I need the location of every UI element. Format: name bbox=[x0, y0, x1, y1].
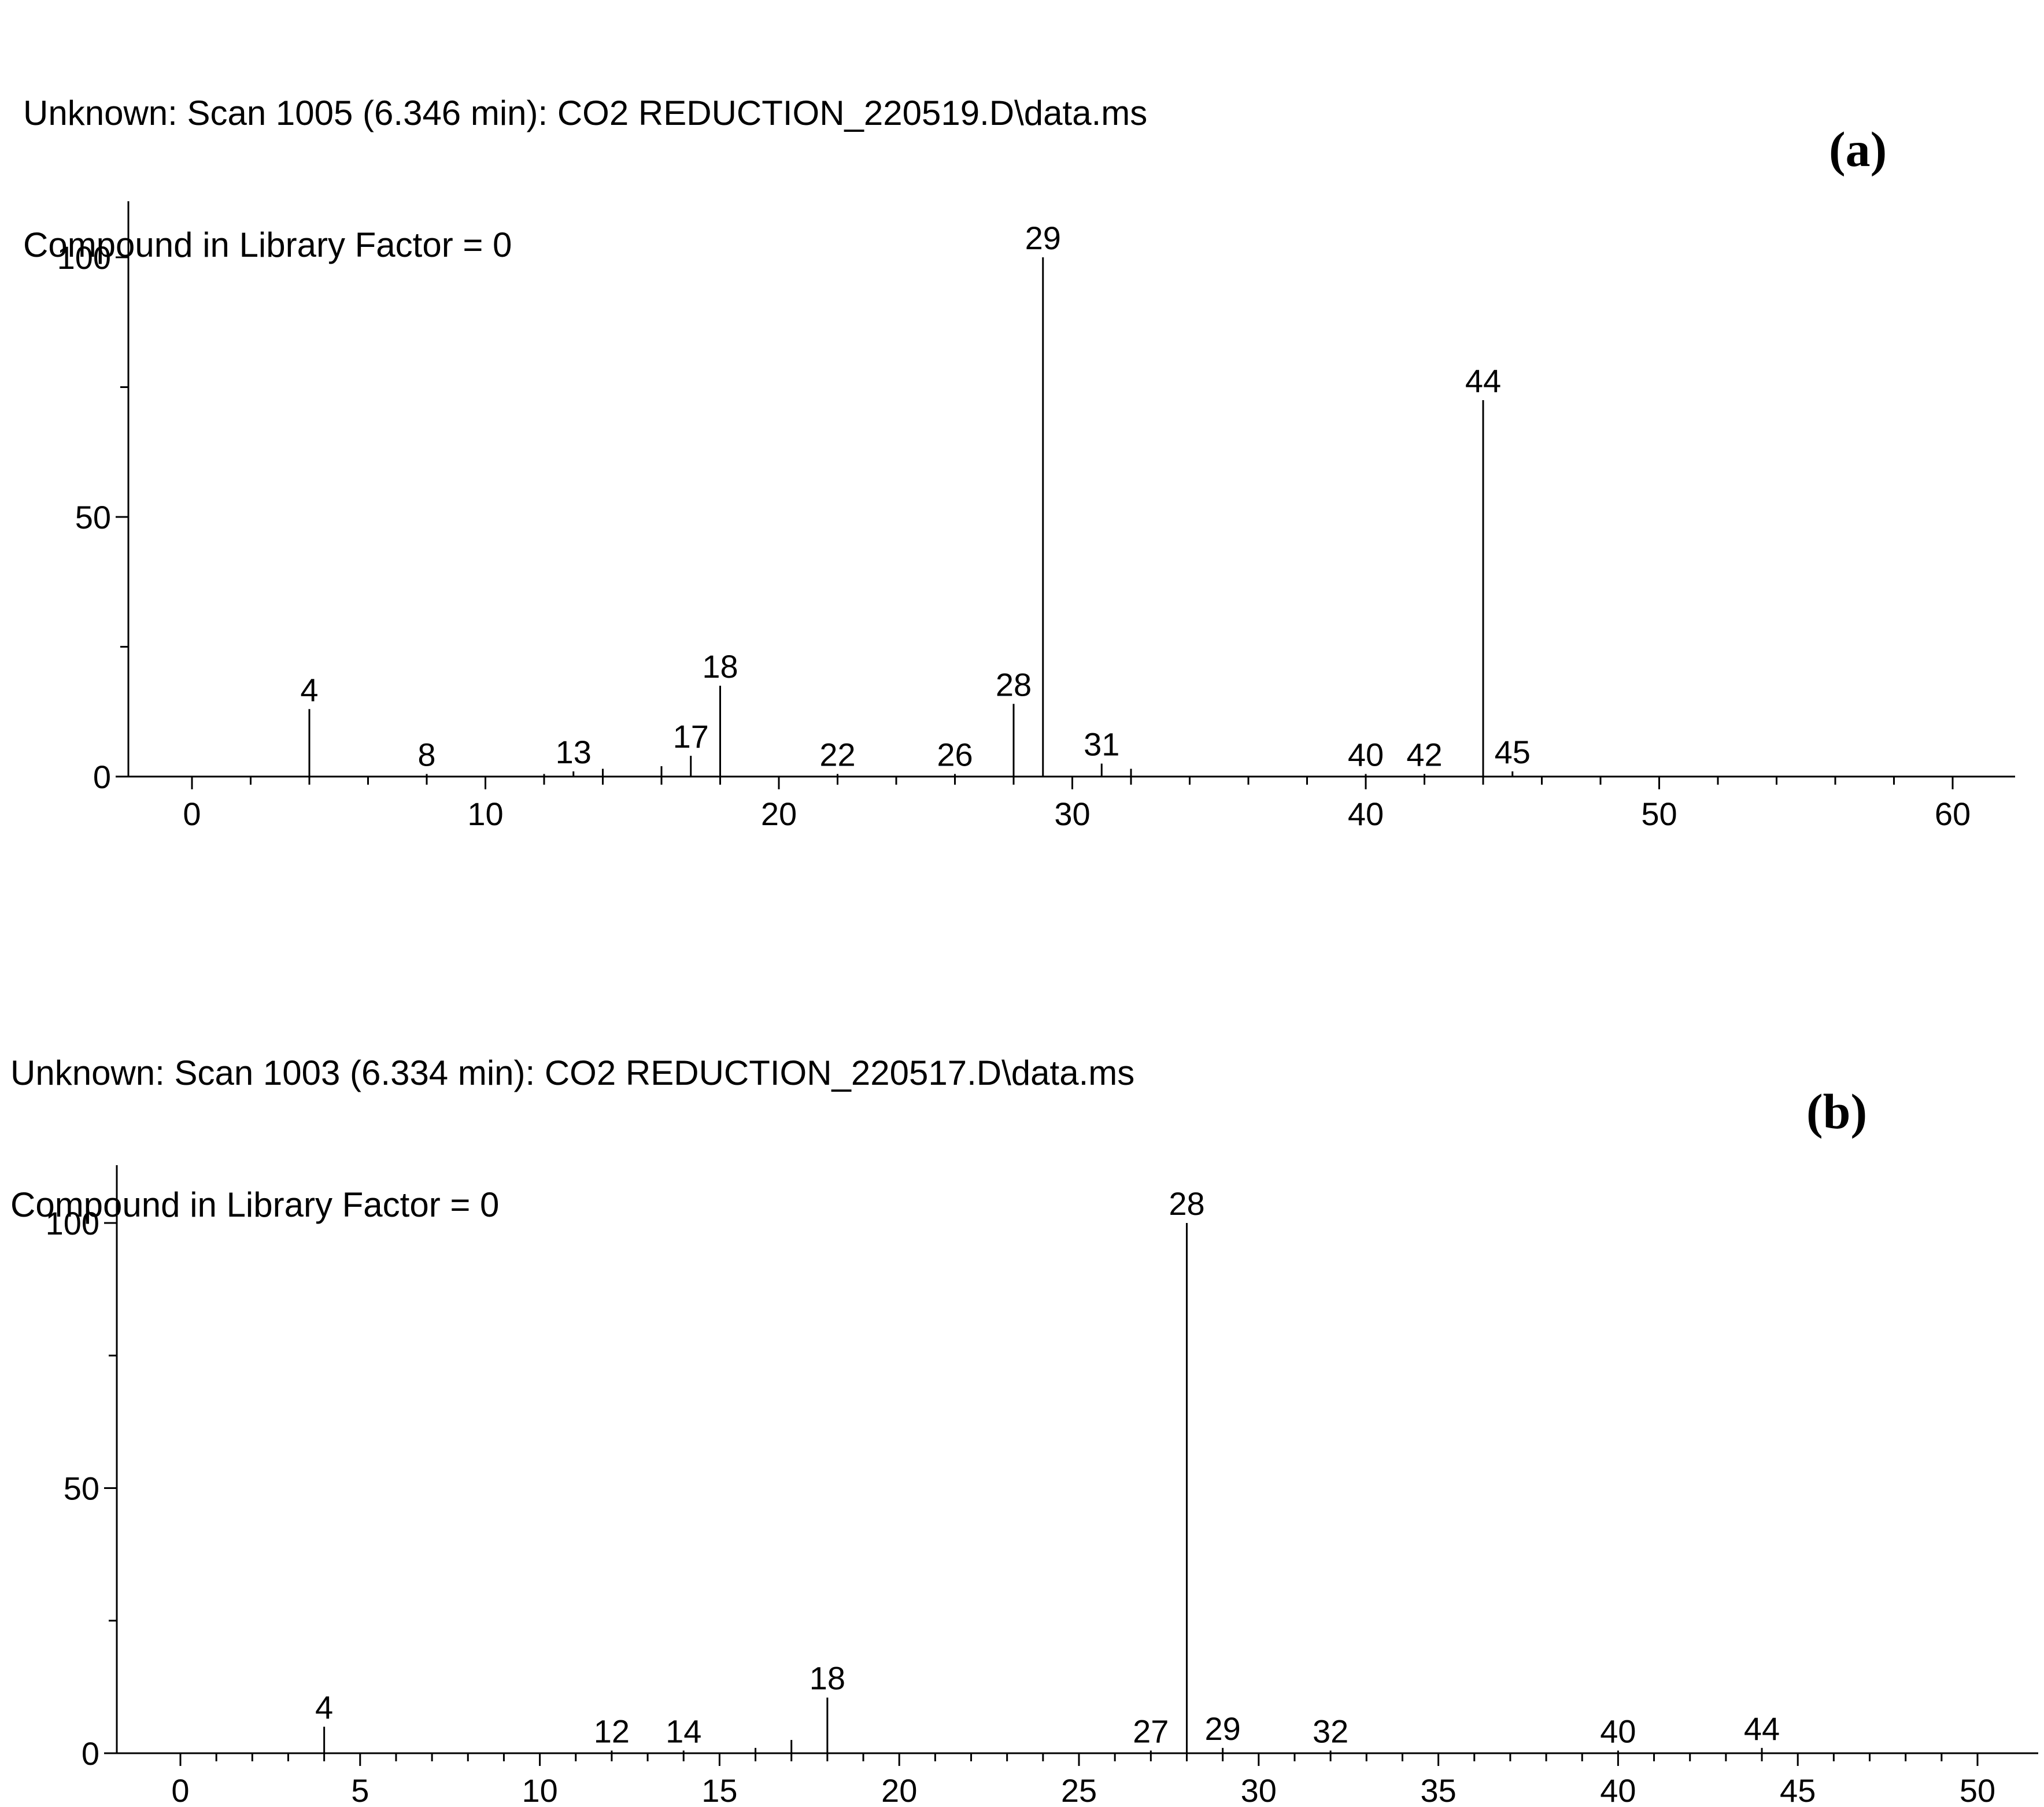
peak-label-b-32: 32 bbox=[1313, 1713, 1348, 1749]
x-tick-label-b: 0 bbox=[171, 1772, 189, 1807]
peak-label-b-40: 40 bbox=[1600, 1713, 1636, 1749]
peak-label-b-44: 44 bbox=[1744, 1710, 1780, 1747]
peak-label-b-4: 4 bbox=[315, 1689, 333, 1725]
library-factor-b: Compound in Library Factor = 0 bbox=[10, 1185, 500, 1224]
peak-label-b-12: 12 bbox=[594, 1713, 630, 1749]
header-b: Unknown: Scan 1003 (6.334 min): CO2 REDU… bbox=[10, 963, 1134, 1271]
panel-label-b-close: ) bbox=[1850, 1084, 1868, 1139]
y-tick-label-a: 100 bbox=[57, 239, 111, 276]
panel-label-b-letter: b bbox=[1823, 1084, 1851, 1139]
x-tick-label-a: 60 bbox=[1935, 796, 1971, 832]
panel-label-b-open: ( bbox=[1806, 1084, 1823, 1139]
y-tick-label-a: 50 bbox=[75, 499, 111, 535]
panel-label-a-letter: a bbox=[1845, 121, 1871, 177]
peak-label-a-4: 4 bbox=[300, 671, 318, 708]
y-tick-label-b: 50 bbox=[64, 1470, 99, 1507]
peak-label-a-28: 28 bbox=[996, 666, 1032, 703]
x-tick-label-b: 25 bbox=[1061, 1772, 1097, 1807]
y-tick-label-b: 0 bbox=[82, 1735, 99, 1772]
peak-label-a-26: 26 bbox=[937, 737, 973, 773]
peak-label-a-18: 18 bbox=[702, 648, 738, 685]
panel-label-a-close: ) bbox=[1870, 121, 1887, 177]
peak-label-b-14: 14 bbox=[666, 1713, 701, 1749]
peak-label-b-18: 18 bbox=[810, 1660, 845, 1697]
peak-label-a-44: 44 bbox=[1465, 363, 1501, 399]
peak-label-a-42: 42 bbox=[1406, 737, 1442, 773]
peak-label-b-29: 29 bbox=[1204, 1710, 1240, 1747]
x-tick-label-a: 30 bbox=[1054, 796, 1090, 832]
x-tick-label-b: 45 bbox=[1780, 1772, 1816, 1807]
peak-label-a-31: 31 bbox=[1084, 726, 1119, 763]
peak-label-a-17: 17 bbox=[673, 718, 709, 755]
y-tick-label-b: 100 bbox=[46, 1205, 99, 1241]
mass-spectrum-a: 0 50 100 0 10 20 30 40 50 60 4 8 13 17 18 22 26 28 29 31 40 4… bbox=[57, 201, 2015, 832]
peak-label-b-27: 27 bbox=[1133, 1713, 1169, 1749]
peak-label-a-8: 8 bbox=[417, 737, 435, 773]
x-tick-label-b: 30 bbox=[1241, 1772, 1277, 1807]
scan-info-a: Unknown: Scan 1005 (6.346 min): CO2 REDU… bbox=[23, 94, 1148, 132]
panel-label-b: (b) bbox=[1806, 1082, 1867, 1140]
x-tick-label-b: 15 bbox=[701, 1772, 737, 1807]
x-tick-label-b: 5 bbox=[351, 1772, 369, 1807]
panel-label-a: (a) bbox=[1829, 120, 1887, 178]
peak-label-a-13: 13 bbox=[556, 734, 592, 770]
panel-label-a-open: ( bbox=[1829, 121, 1846, 177]
x-tick-label-b: 35 bbox=[1420, 1772, 1456, 1807]
x-tick-label-a: 50 bbox=[1641, 796, 1677, 832]
x-tick-label-b: 50 bbox=[1960, 1772, 1995, 1807]
peak-label-a-29: 29 bbox=[1025, 220, 1061, 256]
x-tick-label-b: 20 bbox=[881, 1772, 917, 1807]
peak-label-a-22: 22 bbox=[819, 737, 855, 773]
peak-label-a-40: 40 bbox=[1348, 737, 1384, 773]
header-a: Unknown: Scan 1005 (6.346 min): CO2 REDU… bbox=[23, 3, 1147, 311]
x-tick-label-a: 0 bbox=[183, 796, 201, 832]
peak-label-a-45: 45 bbox=[1495, 734, 1531, 770]
scan-info-b: Unknown: Scan 1003 (6.334 min): CO2 REDU… bbox=[10, 1054, 1135, 1092]
x-tick-label-a: 10 bbox=[467, 796, 503, 832]
peak-label-b-28: 28 bbox=[1169, 1185, 1204, 1222]
x-tick-label-b: 10 bbox=[522, 1772, 557, 1807]
x-tick-label-b: 40 bbox=[1600, 1772, 1636, 1807]
x-tick-label-a: 40 bbox=[1348, 796, 1384, 832]
y-tick-label-a: 0 bbox=[93, 759, 111, 795]
x-tick-label-a: 20 bbox=[761, 796, 797, 832]
library-factor-a: Compound in Library Factor = 0 bbox=[23, 226, 512, 264]
